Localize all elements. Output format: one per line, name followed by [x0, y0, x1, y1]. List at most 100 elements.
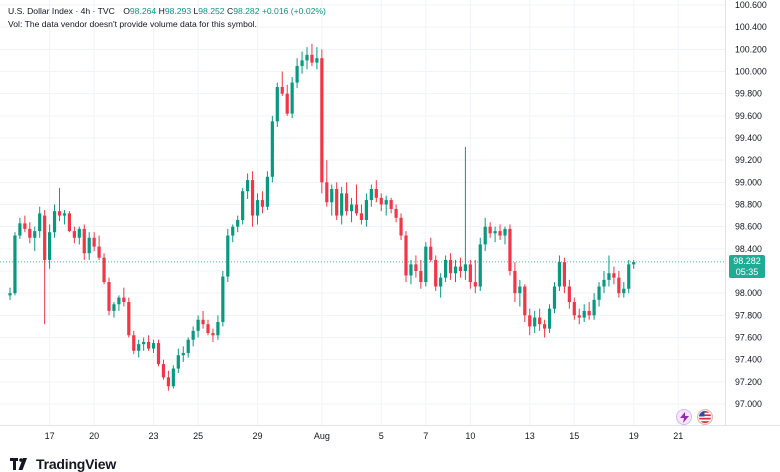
- candle-body: [389, 200, 393, 209]
- candle-body: [473, 282, 477, 287]
- candle-body: [62, 213, 67, 216]
- candle: [439, 273, 443, 298]
- candle-body: [513, 271, 517, 294]
- x-tick-label: 17: [45, 431, 55, 441]
- candle-body: [77, 228, 81, 238]
- candle-body: [444, 259, 448, 278]
- candle-body: [300, 60, 304, 66]
- candle: [221, 271, 225, 327]
- candle-body: [597, 286, 601, 300]
- candle: [488, 222, 492, 238]
- candle-body: [567, 286, 571, 303]
- candle: [38, 206, 42, 238]
- x-tick-label: 5: [379, 431, 384, 441]
- candle: [241, 187, 245, 225]
- x-tick-label: 29: [252, 431, 262, 441]
- candle: [533, 310, 537, 334]
- candle-body: [23, 223, 27, 229]
- candle: [622, 282, 626, 298]
- candle: [513, 262, 517, 303]
- candle-body: [607, 273, 611, 280]
- candle: [364, 193, 368, 227]
- candle-body: [612, 273, 616, 278]
- candle: [18, 217, 22, 239]
- candle-body: [132, 335, 136, 351]
- tradingview-logo[interactable]: TradingView: [10, 456, 116, 472]
- candle: [122, 287, 126, 307]
- candle: [107, 277, 111, 316]
- candle-body: [439, 277, 443, 287]
- y-tick-label: 100.400: [735, 22, 767, 32]
- lightning-icon[interactable]: [676, 409, 692, 425]
- candles: [8, 43, 636, 391]
- candle: [567, 279, 571, 309]
- candle: [315, 47, 319, 70]
- candle-body: [424, 246, 428, 283]
- candle: [587, 302, 591, 320]
- chart-icons: [676, 409, 713, 425]
- candle-body: [196, 319, 200, 331]
- candle: [399, 213, 403, 240]
- candle: [48, 224, 52, 269]
- candle-body: [241, 191, 245, 221]
- candle: [374, 180, 378, 203]
- symbol-label[interactable]: U.S. Dollar Index · 4h · TVC: [8, 6, 115, 16]
- candle: [577, 308, 581, 325]
- candle: [226, 228, 230, 283]
- candle: [117, 295, 121, 311]
- candle: [404, 231, 408, 283]
- low-value: 98.252: [198, 6, 225, 16]
- price-axis[interactable]: 97.000 97.200 97.400 97.600 97.800 98.000 98.2…: [735, 0, 767, 409]
- candle-body: [211, 333, 215, 336]
- candle: [250, 171, 255, 227]
- candle: [478, 237, 482, 291]
- candle-body: [305, 54, 309, 61]
- candle: [617, 271, 621, 298]
- candle-body: [587, 310, 591, 316]
- candle-body: [483, 226, 487, 245]
- candle-body: [260, 200, 265, 207]
- candle-body: [538, 317, 542, 325]
- candle: [186, 337, 190, 358]
- candle-body: [488, 226, 492, 234]
- candle-body: [325, 182, 329, 203]
- candle: [528, 308, 532, 336]
- candle-body: [236, 220, 240, 227]
- candle: [612, 266, 616, 285]
- y-tick-label: 98.000: [735, 288, 762, 298]
- candle: [33, 226, 37, 252]
- candle-body: [285, 93, 289, 114]
- candle: [473, 259, 477, 294]
- candle: [448, 253, 453, 280]
- candle: [92, 232, 96, 252]
- candle-body: [335, 188, 339, 216]
- candle-body: [52, 211, 57, 233]
- candle-body: [82, 228, 86, 254]
- candle: [345, 182, 349, 216]
- candle-body: [434, 259, 438, 287]
- y-tick-label: 97.600: [735, 333, 762, 343]
- candle: [349, 197, 354, 223]
- candle: [181, 346, 185, 362]
- time-axis[interactable]: 17 20 23 25 29 Aug 5 7 10 13 15 19 21: [45, 431, 684, 441]
- candle-body: [216, 321, 220, 336]
- candle: [211, 328, 215, 342]
- y-tick-label: 99.000: [735, 177, 762, 187]
- candle-body: [275, 87, 279, 122]
- us-flag-icon[interactable]: [697, 409, 713, 425]
- candle: [97, 235, 101, 260]
- candle: [419, 259, 423, 289]
- candle: [43, 210, 47, 325]
- candle: [82, 224, 86, 260]
- candle-body: [191, 330, 195, 340]
- candle: [280, 71, 284, 96]
- candle: [453, 259, 458, 283]
- last-price-badge: 98.282 05:35: [729, 255, 765, 278]
- grid: [0, 0, 780, 426]
- candle-body: [354, 204, 359, 214]
- candle-body: [122, 297, 126, 303]
- candle: [384, 195, 388, 216]
- candle: [325, 160, 329, 207]
- candle: [424, 242, 428, 287]
